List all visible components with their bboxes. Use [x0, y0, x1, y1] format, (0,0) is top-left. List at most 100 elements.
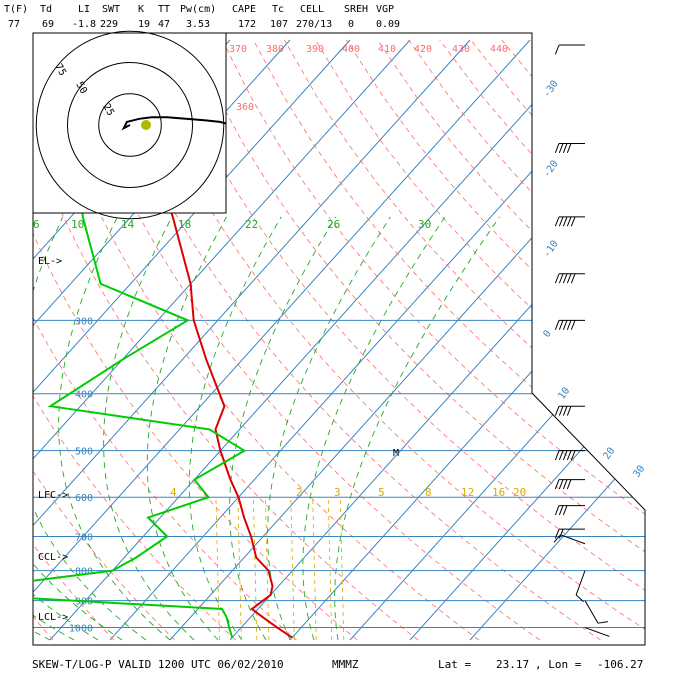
index-value: -1.8: [72, 19, 96, 30]
wind-barb-flag: [559, 506, 563, 515]
index-value: 3.53: [186, 19, 210, 30]
wind-barb-flag: [555, 406, 559, 415]
wind-barb-flag: [555, 506, 559, 515]
isotherm-label: 30: [631, 464, 647, 480]
level-marker: LFC->: [38, 490, 68, 501]
isotherm-label: -30: [541, 79, 560, 100]
dry-adiabat-line: [471, 40, 680, 640]
wind-barb-staff: [585, 628, 609, 637]
wind-barb-flag: [559, 480, 563, 489]
theta-e-label: 22: [245, 218, 258, 231]
dry-adiabat-line: [160, 40, 680, 640]
wind-barb-flag: [554, 535, 561, 543]
pressure-tick-label: 300: [75, 316, 93, 327]
index-label: SREH: [344, 4, 368, 15]
isotherm-label: -10: [541, 239, 560, 260]
storm-motion-dot: [141, 120, 151, 130]
wind-barb-flag: [567, 143, 571, 152]
index-value: 77: [8, 19, 20, 30]
theta-e-label: 10: [71, 218, 84, 231]
dry-adiabat-line: [284, 40, 680, 640]
isotherm-line: [170, 40, 680, 640]
level-marker: LCL->: [38, 612, 68, 623]
wind-barb: [555, 143, 585, 152]
theta-e-label: 18: [178, 218, 191, 231]
index-value: 270/13: [296, 19, 332, 30]
wind-barb-flag: [563, 274, 567, 283]
wind-barb-flag: [567, 320, 571, 329]
theta-label: 360: [236, 102, 254, 113]
index-value: 172: [238, 19, 256, 30]
lat-value: 23.17: [496, 658, 529, 671]
isotherm-line: [350, 40, 680, 640]
wind-barb: [585, 601, 608, 624]
level-marker: CCL->: [38, 552, 68, 563]
isotherm-label: 10: [556, 386, 572, 402]
moist-adiabat-line: [0, 217, 50, 640]
wind-barb-flag: [563, 217, 567, 226]
theta-label: 390: [306, 44, 324, 55]
wind-barb: [555, 406, 585, 415]
index-value: 0: [348, 19, 354, 30]
wind-barb-flag: [571, 217, 575, 226]
index-label: K: [138, 4, 144, 15]
index-label: TT: [158, 4, 170, 15]
index-label: Tc: [272, 4, 284, 15]
mixing-ratio-label: 2: [296, 486, 303, 499]
moist-adiabat-line: [147, 217, 226, 640]
theta-label: 440: [490, 44, 508, 55]
mixing-ratio-line: [238, 497, 241, 640]
wind-barb-flag: [555, 217, 559, 226]
index-value: 107: [270, 19, 288, 30]
isotherm-label: 20: [601, 446, 617, 462]
index-value: 69: [42, 19, 54, 30]
wind-barb-flag: [559, 406, 563, 415]
theta-e-label: 6: [33, 218, 40, 231]
wind-barb-flag: [598, 622, 608, 624]
wind-barb-flag: [559, 143, 563, 152]
mixing-ratio-label: 12: [461, 486, 474, 499]
index-value: 47: [158, 19, 170, 30]
theta-e-label: 14: [121, 218, 135, 231]
theta-e-label: 26: [327, 218, 340, 231]
wind-barb-flag: [563, 320, 567, 329]
pressure-tick-label: 400: [75, 390, 93, 401]
wind-barb-flag: [567, 274, 571, 283]
mixing-ratio-label: 5: [378, 486, 385, 499]
mixing-ratio-line: [313, 497, 316, 640]
dry-adiabat-line: [502, 40, 680, 640]
wind-barb-flag: [555, 320, 559, 329]
wind-barb-flag: [567, 480, 571, 489]
theta-label: 370: [229, 44, 247, 55]
moist-adiabat-line: [335, 217, 500, 640]
pressure-tick-label: 500: [75, 447, 93, 458]
wind-barb: [555, 506, 585, 515]
wind-barb-flag: [559, 320, 563, 329]
dry-adiabat-line: [191, 40, 680, 640]
dry-adiabat-line: [378, 40, 680, 640]
level-marker: EL->: [38, 256, 62, 267]
isotherm-label: 0: [541, 328, 553, 339]
footer-title: SKEW-T/LOG-P VALID 1200 UTC 06/02/2010: [32, 658, 284, 671]
index-value: 0.09: [376, 19, 400, 30]
mixing-ratio-label: 20: [513, 486, 526, 499]
wind-barb: [555, 45, 585, 54]
dry-adiabat-line: [347, 40, 680, 640]
wind-barb-flag: [559, 274, 563, 283]
theta-e-label: 30: [418, 218, 431, 231]
theta-label: 410: [378, 44, 396, 55]
index-label: CELL: [300, 4, 324, 15]
lat-label: Lat =: [438, 658, 471, 671]
wind-barb: [585, 628, 609, 637]
index-value: 229: [100, 19, 118, 30]
wind-barb-flag: [567, 406, 571, 415]
wind-barb-flag: [571, 274, 575, 283]
wind-barb-flag: [559, 217, 563, 226]
index-label: SWT: [102, 4, 120, 15]
wind-barb-flag: [559, 451, 563, 460]
wind-barb-flag: [555, 143, 559, 152]
wind-barb-flag: [563, 506, 567, 515]
dry-adiabat-line: [253, 40, 680, 640]
wind-barb: [555, 480, 585, 489]
